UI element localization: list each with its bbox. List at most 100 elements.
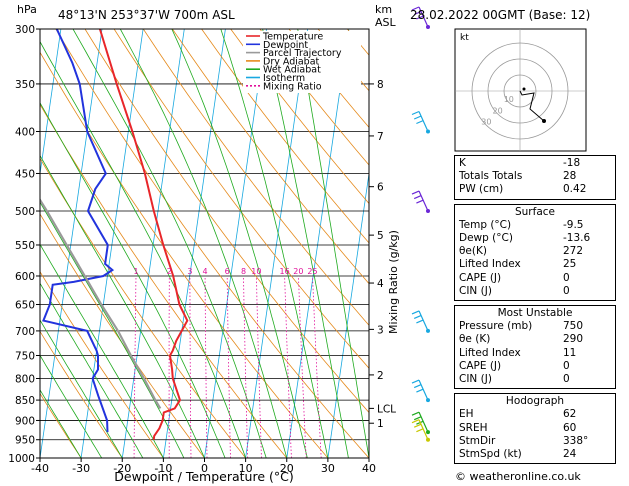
hodograph-start-dot <box>522 87 526 91</box>
x-axis-label: Dewpoint / Temperature (°C) <box>114 469 293 484</box>
mixing-ratio-label: 20 <box>293 267 303 276</box>
index-label: EH <box>459 408 474 421</box>
x-tick-label: 30 <box>321 462 335 475</box>
p-tick-label: 550 <box>15 240 35 252</box>
x-tick-label: -30 <box>72 462 90 475</box>
index-label: Temp (°C) <box>459 218 512 231</box>
asl-label: ASL <box>375 16 397 29</box>
mixing-ratio-label: 1 <box>133 267 138 276</box>
p-tick-label: 850 <box>15 395 35 407</box>
wind-barb-flag <box>416 428 424 433</box>
index-value: 290 <box>563 333 584 346</box>
dry-adiabat-line <box>55 29 369 458</box>
hodograph-title: Hodograph <box>505 395 565 408</box>
indices-panel: K -18 Totals Totals 28 PW (cm) 0.42 Surf… <box>454 155 616 468</box>
copyright-footer: © weatheronline.co.uk <box>455 470 581 483</box>
wind-barb-dot <box>426 430 430 435</box>
p-tick-label: 600 <box>15 271 35 283</box>
mixing-ratio-line <box>189 276 192 458</box>
parcel-trajectory-line <box>40 197 162 409</box>
mixing-ratio-line <box>312 275 322 458</box>
most-unstable-title: Most Unstable <box>497 307 573 320</box>
x-tick-label: 20 <box>280 462 294 475</box>
totals-totals-label: Totals Totals <box>459 170 523 183</box>
dry-adiabat-line <box>259 29 369 166</box>
index-label: Lifted Index <box>459 258 521 271</box>
pw-label: PW (cm) <box>459 183 504 196</box>
index-row: Temp (°C) -9.5 <box>459 219 611 232</box>
wind-barb-flag <box>413 384 422 389</box>
x-tick-label: -20 <box>113 462 131 475</box>
surface-title: Surface <box>514 205 555 218</box>
isotherm-line <box>80 29 144 458</box>
wet-adiabat-line <box>297 29 369 458</box>
hodograph-end-dot <box>542 119 546 123</box>
wind-barb-staff <box>418 190 429 212</box>
wind-barb-staff <box>418 411 429 433</box>
mixing-ratio-line <box>133 275 137 458</box>
legend-label: Wet Adiabat <box>263 65 321 76</box>
index-row: StmSpd (kt) 24 <box>459 448 611 461</box>
hodograph-trace <box>519 90 545 122</box>
dry-adiabat-line <box>172 29 369 285</box>
index-value: -9.5 <box>563 218 584 231</box>
index-row: StmDir 338° <box>459 435 611 448</box>
k-index-value: -18 <box>563 157 581 169</box>
mixing-ratio-label: 16 <box>280 267 290 276</box>
wind-barb-flag <box>413 194 422 200</box>
index-value: 0 <box>563 271 570 284</box>
legend-label: Parcel Trajectory <box>263 48 342 59</box>
mixing-ratio-line <box>226 275 231 458</box>
mixing-ratio-label: 4 <box>203 267 208 276</box>
index-value: -13.6 <box>563 232 591 245</box>
legend-label: Temperature <box>262 32 323 43</box>
mixing-ratio-line <box>256 275 262 458</box>
index-label: Dewp (°C) <box>459 232 513 245</box>
p-tick-label: 750 <box>15 350 35 362</box>
wind-barb-staff <box>418 419 429 440</box>
wet-adiabat-line <box>40 282 144 458</box>
index-value: 338° <box>563 434 589 447</box>
legend-label: Dewpoint <box>263 40 308 51</box>
dry-adiabat-line <box>84 29 369 414</box>
index-row: Dewp (°C) -13.6 <box>459 232 611 245</box>
wet-adiabat-line <box>40 243 164 458</box>
k-index-row: K -18 <box>459 157 611 170</box>
index-label: θe (K) <box>459 333 491 346</box>
hodograph-ring-label: 10 <box>504 95 514 104</box>
wind-barb-dot <box>426 437 430 442</box>
wind-barb-flag <box>413 10 422 16</box>
wind-barb-flag <box>411 310 420 315</box>
wind-barb-flag <box>411 190 420 195</box>
mixing-ratio-line <box>204 276 208 458</box>
isotherm-line <box>121 29 185 458</box>
dry-adiabat-line <box>40 270 164 458</box>
km-tick-label: 2 <box>377 370 384 382</box>
wind-barb-flag <box>413 115 422 120</box>
x-tick-label: -40 <box>31 462 49 475</box>
dry-adiabat-line <box>40 157 246 458</box>
index-value: 0 <box>563 359 570 372</box>
wind-barb-flag <box>416 319 424 324</box>
index-label: Pressure (mb) <box>459 320 533 333</box>
totals-totals-value: 28 <box>563 170 577 183</box>
index-row: Lifted Index 25 <box>459 258 611 271</box>
legend-label: Mixing Ratio <box>263 81 322 92</box>
isotherm-line <box>327 170 369 458</box>
wind-barb-flag <box>411 419 420 424</box>
hodograph-frame <box>454 28 587 152</box>
wind-barb-flag <box>413 423 422 428</box>
wind-barb-dot <box>426 129 430 134</box>
wet-adiabat-line <box>171 29 308 458</box>
wind-barb-staff <box>418 6 429 28</box>
index-value: 0 <box>563 373 570 386</box>
p-tick-label: 350 <box>15 79 35 91</box>
index-value: 60 <box>563 421 577 434</box>
dry-adiabat-line <box>40 103 288 458</box>
hodograph-ring-label: 30 <box>481 118 491 127</box>
legend-label: Isotherm <box>263 73 305 84</box>
dry-adiabat-line <box>40 392 82 458</box>
mixing-ratio-axis-label: Mixing Ratio (g/kg) <box>387 230 400 334</box>
hpa-label: hPa <box>17 3 37 16</box>
